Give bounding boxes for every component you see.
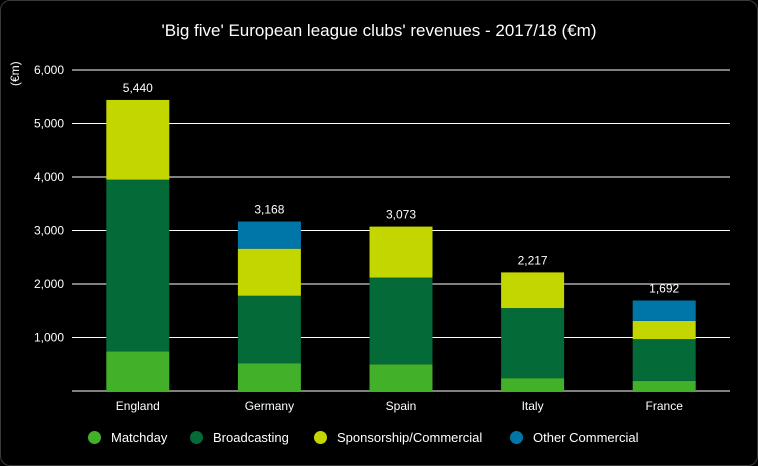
bar-segment-other-commercial xyxy=(237,221,301,249)
bar-segment-broadcasting xyxy=(106,179,170,352)
legend: Matchday Broadcasting Sponsorship/Commer… xyxy=(0,430,758,450)
legend-label-other-commercial: Other Commercial xyxy=(533,430,639,445)
x-category-label: Italy xyxy=(522,399,544,413)
y-tick-label: 4,000 xyxy=(34,170,64,184)
bar-segment-matchday xyxy=(106,351,170,391)
y-tick-label: 1,000 xyxy=(34,331,64,345)
chart-title: 'Big five' European league clubs' revenu… xyxy=(161,21,597,40)
bar-segment-broadcasting xyxy=(501,308,565,379)
legend-item-matchday: Matchday xyxy=(88,430,167,445)
legend-swatch-broadcasting xyxy=(190,431,203,444)
bar-segment-sponsorship-commercial xyxy=(632,320,696,340)
bar-segment-matchday xyxy=(501,378,565,391)
legend-label-broadcasting: Broadcasting xyxy=(213,430,289,445)
bar-segment-matchday xyxy=(237,363,301,391)
x-category-label: England xyxy=(116,399,160,413)
total-data-label: 3,168 xyxy=(254,203,284,217)
y-tick-label: 5,000 xyxy=(34,117,64,131)
y-tick-label: 2,000 xyxy=(34,277,64,291)
legend-label-matchday: Matchday xyxy=(111,430,168,445)
bar-segment-sponsorship-commercial xyxy=(369,226,433,278)
bar-segment-sponsorship-commercial xyxy=(237,248,301,296)
bar-segment-sponsorship-commercial xyxy=(106,99,170,180)
total-data-label: 5,440 xyxy=(123,81,153,95)
x-category-label: Spain xyxy=(386,399,417,413)
legend-swatch-sponsorship xyxy=(314,431,327,444)
bar-segment-other-commercial xyxy=(632,300,696,321)
legend-item-other-commercial: Other Commercial xyxy=(510,430,638,445)
legend-item-broadcasting: Broadcasting xyxy=(190,430,289,445)
bar-segment-broadcasting xyxy=(369,277,433,365)
total-data-label: 1,692 xyxy=(649,281,679,295)
y-tick-label: 3,000 xyxy=(34,224,64,238)
total-data-label: 2,217 xyxy=(518,253,548,267)
bar-segment-sponsorship-commercial xyxy=(501,272,565,309)
bar-segment-broadcasting xyxy=(632,339,696,381)
bar-segment-matchday xyxy=(369,364,433,391)
bar-segment-broadcasting xyxy=(237,295,301,364)
x-category-label: France xyxy=(646,399,684,413)
bar-segment-matchday xyxy=(632,380,696,391)
legend-swatch-matchday xyxy=(88,431,101,444)
y-tick-label: 6,000 xyxy=(34,63,64,77)
legend-label-sponsorship: Sponsorship/Commercial xyxy=(337,430,483,445)
total-data-label: 3,073 xyxy=(386,208,416,222)
legend-swatch-other-commercial xyxy=(510,431,523,444)
x-category-label: Germany xyxy=(245,399,294,413)
legend-item-sponsorship: Sponsorship/Commercial xyxy=(314,430,482,445)
